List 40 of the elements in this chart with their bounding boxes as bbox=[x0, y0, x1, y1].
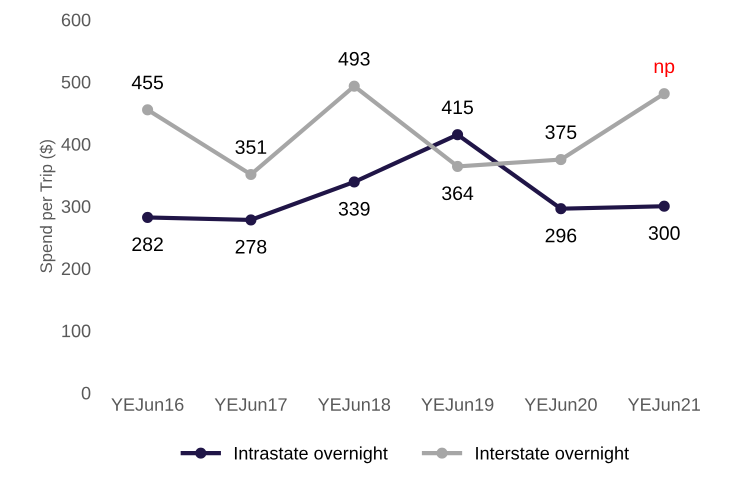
y-tick-label: 500 bbox=[62, 76, 90, 89]
point bbox=[452, 129, 464, 140]
data-label: 364 bbox=[442, 186, 474, 200]
point bbox=[658, 88, 670, 100]
point bbox=[142, 212, 154, 223]
point bbox=[452, 160, 464, 172]
annotation: np bbox=[654, 62, 674, 77]
data-label: 282 bbox=[132, 237, 163, 252]
data-label: 296 bbox=[546, 228, 576, 242]
data-label: 339 bbox=[338, 202, 370, 216]
x-tick-label: YEJun16 bbox=[111, 398, 184, 411]
legend-label: Interstate overnight bbox=[476, 446, 629, 464]
x-tick-label: YEJun21 bbox=[628, 398, 700, 411]
point bbox=[348, 80, 360, 92]
y-tick-label: 100 bbox=[62, 324, 90, 338]
point bbox=[245, 168, 256, 180]
data-label: 455 bbox=[132, 76, 164, 90]
y-axis-title: Spend per Trip ($) bbox=[40, 140, 56, 273]
x-tick-label: YEJun18 bbox=[318, 398, 390, 411]
point bbox=[348, 176, 360, 188]
point bbox=[555, 154, 566, 166]
point bbox=[555, 203, 566, 214]
y-tick-label: 200 bbox=[62, 262, 90, 276]
x-tick-label: YEJun20 bbox=[524, 398, 597, 411]
legend-label: Intrastate overnight bbox=[234, 446, 388, 464]
y-tick-label: 0 bbox=[82, 386, 90, 400]
data-label: 351 bbox=[235, 140, 266, 154]
y-tick-label: 400 bbox=[61, 138, 90, 151]
data-label: 278 bbox=[236, 240, 266, 254]
point bbox=[142, 104, 154, 116]
data-label: 300 bbox=[648, 226, 680, 240]
point bbox=[245, 214, 256, 226]
point bbox=[658, 200, 670, 212]
x-tick-label: YEJun19 bbox=[421, 398, 494, 411]
data-label: 493 bbox=[338, 52, 370, 66]
y-tick-label: 600 bbox=[62, 14, 90, 26]
data-label: 375 bbox=[545, 125, 576, 140]
y-tick-label: 300 bbox=[62, 200, 90, 213]
x-tick-label: YEJun17 bbox=[214, 398, 287, 411]
data-label: 415 bbox=[442, 100, 473, 114]
